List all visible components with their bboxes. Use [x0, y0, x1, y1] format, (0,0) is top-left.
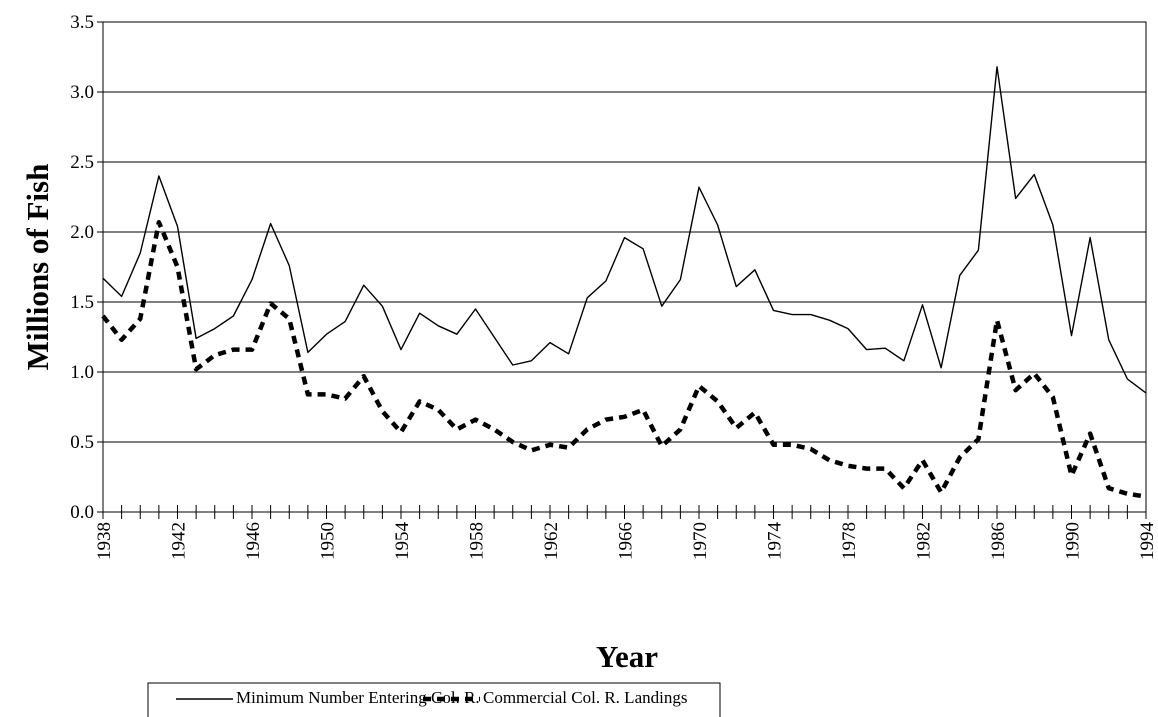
x-tick-label: 1982 — [914, 522, 935, 560]
y-tick-label: 2.0 — [70, 222, 94, 243]
x-tick-label: 1954 — [392, 522, 413, 561]
y-tick-label: 0.0 — [70, 502, 94, 523]
x-tick-label: 1958 — [467, 522, 488, 560]
y-tick-label: 1.5 — [70, 292, 94, 313]
x-tick-label: 1950 — [318, 522, 339, 560]
x-tick-label: 1938 — [94, 522, 115, 560]
y-tick-label: 0.5 — [70, 432, 94, 453]
x-tick-label: 1994 — [1137, 522, 1158, 561]
y-tick-label: 1.0 — [70, 362, 94, 383]
x-tick-label: 1974 — [765, 522, 786, 561]
x-tick-label: 1970 — [690, 522, 711, 560]
legend-label: Minimum Number Entering Col. R. — [236, 688, 480, 707]
x-tick-label: 1990 — [1063, 522, 1084, 560]
series-line — [101, 219, 1147, 499]
legend-box — [147, 682, 721, 717]
plot-border — [102, 21, 1147, 513]
legend-label: Commercial Col. R. Landings — [483, 688, 687, 707]
x-axis-title: Year — [596, 639, 658, 674]
x-tick-label: 1962 — [541, 522, 562, 560]
x-tick-label: 1946 — [243, 522, 264, 560]
x-tick-label: 1986 — [988, 522, 1009, 560]
series-line — [102, 66, 1147, 394]
x-tick-label: 1966 — [616, 522, 637, 560]
x-tick-label: 1942 — [169, 522, 190, 560]
y-axis-title: Millions of Fish — [20, 164, 55, 371]
y-tick-label: 3.5 — [70, 12, 94, 33]
x-tick-label: 1978 — [839, 522, 860, 560]
y-tick-label: 2.5 — [70, 152, 94, 173]
y-tick-label: 3.0 — [70, 82, 94, 103]
